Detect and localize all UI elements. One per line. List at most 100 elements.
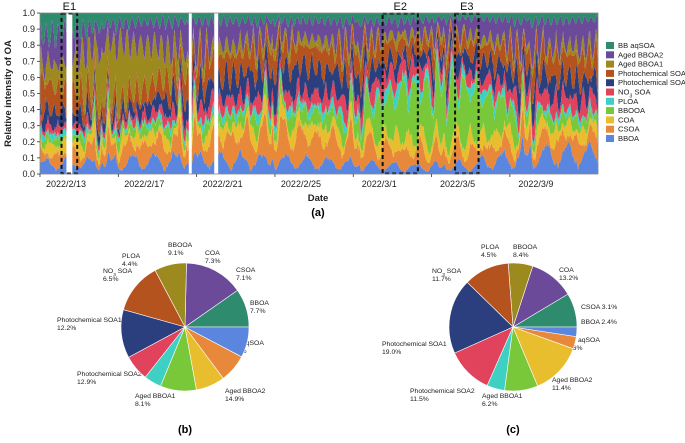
legend-label-aged-bboa2: Aged BBOA2: [618, 50, 663, 59]
legend-label-photochemical-soa1: Photochemical SOA1: [618, 78, 685, 87]
y-tick-label: 0.9: [22, 24, 35, 34]
pie-label-coa: COA: [559, 267, 574, 274]
pie-percent-aged-bboa1: 6.2%: [482, 401, 498, 408]
panel-label-b: (b): [178, 424, 192, 436]
pie-percent-bb-aqsoa: 8.6%: [567, 345, 583, 352]
data-gap-3: [214, 13, 219, 174]
y-tick-label: 0.0: [22, 169, 35, 179]
pie-label-bbooa: BBOOA: [168, 242, 193, 249]
pie-slice-bboa: [512, 326, 578, 337]
x-tick-label: 2022/2/17: [124, 179, 164, 189]
legend-swatch-photochemical-soa2: [606, 69, 614, 77]
pie-label-bboa: BBOA 2.4%: [581, 319, 617, 326]
pie-percent-photochemical-soa1: 19.0%: [382, 349, 401, 356]
episode-label-1: E1: [63, 1, 76, 13]
x-tick-label: 2022/3/1: [362, 179, 397, 189]
pie-label-aged-bboa2: Aged BBOA2: [225, 388, 266, 395]
x-tick-label: 2022/3/5: [440, 179, 475, 189]
legend-swatch-bbooa: [606, 107, 614, 115]
y-tick-label: 0.3: [22, 121, 35, 131]
area-series-photochemical-soa1: [40, 28, 598, 148]
episode-box-1: [60, 12, 79, 175]
y-tick-label: 1.0: [22, 8, 35, 18]
pie-percent-aged-bboa2: 11.4%: [552, 385, 571, 392]
panel-label-a: (a): [311, 207, 325, 219]
legend-swatch-bb-aqsoa: [606, 42, 614, 49]
pie-percent-photochemical-soa1: 12.2%: [57, 325, 76, 332]
legend-label-aged-bboa1: Aged BBOA1: [618, 60, 663, 69]
x-tick-label: 2022/2/25: [281, 179, 321, 189]
pie-percent-photochemical-soa2: 11.5%: [410, 396, 429, 403]
legend-swatch-photochemical-soa1: [606, 79, 614, 87]
y-tick-label: 0.5: [22, 89, 35, 99]
x-tick-label: 2022/2/13: [46, 179, 86, 189]
pie-label-no3-soa: NO3 SOA: [103, 268, 133, 278]
pie-label-csoa: CSOA 3.1%: [581, 304, 617, 311]
pie-percent-csoa: 7.1%: [236, 275, 252, 282]
area-series-photochemical-soa2: [40, 21, 598, 138]
pie-label-bbooa: BBOOA: [513, 244, 538, 251]
pie-percent-bbooa: 9.1%: [168, 250, 184, 257]
x-tick-label: 2022/3/9: [518, 179, 553, 189]
pie-percent-bbooa: 8.4%: [513, 252, 529, 259]
x-tick-label: 2022/2/21: [203, 179, 243, 189]
pie-label-photochemical-soa2: Photochemical SOA2: [410, 388, 475, 395]
pie-percent-coa: 13.2%: [559, 275, 578, 282]
stacked-area-chart: E1 E2 E3 0.0 0.1 0.2 0.3 0.4 0.5 0.6 0.7 0.8 0.9 1.0 2…: [3, 1, 599, 204]
x-axis-title: Date: [308, 193, 329, 204]
pie-label-bb-aqsoa: BB aqSOA: [567, 337, 600, 344]
legend-label-coa: COA: [618, 115, 635, 124]
y-tick-label: 0.6: [22, 72, 35, 82]
pie-percent-aged-bboa2: 14.9%: [225, 396, 244, 403]
pie-percent-no3-soa: 6.5%: [103, 276, 119, 283]
area-series-aged-bboa2: [40, 14, 598, 81]
area-series-no3-soa: [40, 38, 598, 152]
pie-label-bb-aqsoa: BB aqSOA: [231, 340, 264, 347]
pie-percent-photochemical-soa2: 12.9%: [77, 379, 96, 386]
legend-swatch-no3-soa: [606, 88, 614, 96]
pie-label-coa: COA: [205, 250, 220, 257]
episode-label-3: E3: [460, 1, 473, 13]
legend-label-photochemical-soa2: Photochemical SOA2: [618, 69, 685, 78]
legend-swatch-ploa: [606, 97, 614, 105]
pie-label-csoa: CSOA: [236, 267, 256, 274]
legend-label-csoa: CSOA: [618, 125, 640, 134]
y-tick-label: 0.8: [22, 40, 35, 50]
legend-label-bbooa: BBOOA: [618, 106, 646, 115]
legend-label-ploa: PLOA: [618, 97, 639, 106]
pie-label-photochemical-soa2: Photochemical SOA2: [77, 371, 142, 378]
y-tick-label: 0.7: [22, 56, 35, 66]
area-series-csoa: [40, 109, 598, 173]
area-series-bb-aqsoa: [40, 13, 598, 49]
y-tick-label: 0.1: [22, 153, 35, 163]
area-series-bbooa: [40, 56, 598, 160]
pie-label-photochemical-soa1: Photochemical SOA1: [57, 317, 122, 324]
pie-percent-ploa: 4.4%: [122, 261, 138, 268]
legend-swatch-aged-bboa1: [606, 60, 614, 68]
area-series-bboa: [40, 137, 598, 174]
pie-label-photochemical-soa1: Photochemical SOA1: [382, 341, 447, 348]
episode-label-2: E2: [394, 1, 407, 13]
pie-label-aged-bboa1: Aged BBOA1: [482, 393, 523, 400]
pie-percent-ploa: 4.5%: [481, 252, 497, 259]
pie-label-aged-bboa1: Aged BBOA1: [135, 393, 176, 400]
data-gap-2: [188, 13, 192, 174]
legend-label-bboa: BBOA: [618, 134, 640, 143]
legend-label-no3-soa: NO3 SOA: [618, 88, 651, 100]
legend-swatch-coa: [606, 116, 614, 124]
legend-swatch-aged-bboa2: [606, 51, 614, 59]
pie-label-ploa: PLOA: [122, 253, 141, 260]
legend-swatch-csoa: [606, 125, 614, 133]
pie-slice-photochemical-soa1: [448, 281, 514, 354]
pie-label-no3-soa: NO3 SOA: [432, 268, 462, 278]
pie-slice-aged-bboa2: [184, 262, 238, 328]
data-gap-1: [66, 13, 73, 174]
pie-percent-bboa: 7.7%: [250, 308, 266, 315]
legend-label-bb-aqsoa: BB aqSOA: [618, 41, 656, 50]
y-tick-label: 0.4: [22, 105, 35, 115]
pie-label-aged-bboa2: Aged BBOA2: [552, 377, 593, 384]
